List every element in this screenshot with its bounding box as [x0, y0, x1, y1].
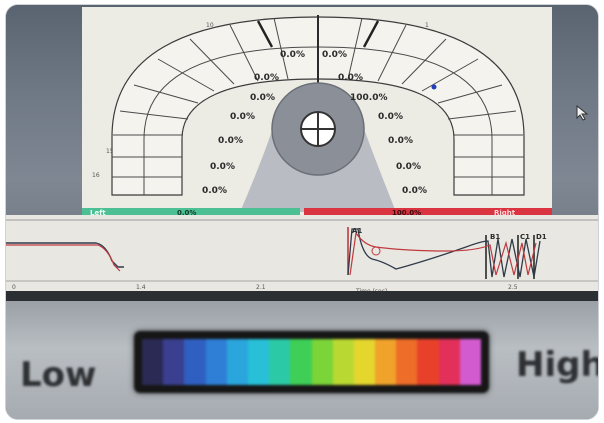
right-force-value: 100.0%: [350, 93, 388, 103]
left-force-value: 0.0%: [254, 73, 279, 83]
tooth-number-label: 15: [106, 148, 114, 155]
mouse-pointer-icon: [576, 104, 590, 125]
arch-diagram: 10 11 12 13 14 15 16 1 2 3 4 5 6 7: [82, 15, 552, 217]
tooth-number-label: 10: [206, 22, 214, 29]
color-swatch: [459, 339, 481, 385]
color-swatch: [375, 339, 397, 385]
monitor-screen: 10 11 12 13 14 15 16 1 2 3 4 5 6 7: [6, 5, 598, 295]
color-swatch: [417, 339, 439, 385]
balance-right-value: 100.0%: [392, 209, 421, 217]
legend-low-label: Low: [20, 355, 97, 395]
right-balance-bar: [304, 208, 552, 217]
right-force-value: 0.0%: [402, 186, 427, 196]
arch-grid: [112, 17, 524, 178]
color-swatch: [269, 339, 291, 385]
marker-label: B1: [490, 233, 500, 241]
color-swatch: [142, 339, 164, 385]
color-swatch: [438, 339, 460, 385]
legend-high-label: High: [516, 345, 598, 385]
left-force-value: 0.0%: [210, 162, 235, 172]
left-force-trace: [6, 242, 124, 268]
time-tick-label: 0: [12, 284, 16, 291]
right-force-value: 0.0%: [396, 162, 421, 172]
contact-point: [431, 84, 437, 90]
color-swatch: [184, 339, 206, 385]
color-swatch: [396, 339, 418, 385]
time-tick-label: 2.1: [256, 284, 266, 291]
color-swatch: [163, 339, 185, 385]
color-swatch: [332, 339, 354, 385]
marker-label: A1: [352, 227, 362, 235]
balance-left-label: Left: [90, 209, 106, 217]
left-balance-bar: [82, 208, 300, 217]
right-force-value: 0.0%: [388, 136, 413, 146]
color-swatch: [290, 339, 312, 385]
right-force-value: 0.0%: [338, 73, 363, 83]
time-tick-label: 2.5: [508, 284, 518, 291]
left-force-trace-red: [6, 244, 121, 272]
right-force-value: 0.0%: [322, 50, 347, 60]
left-force-value: 0.0%: [218, 136, 243, 146]
pressure-legend: Low High: [6, 301, 598, 419]
force-time-plot: A1 B1 C1 D1 0 1.4 2.1 2.5 Time (sec): [6, 219, 598, 295]
dental-arch: [111, 16, 525, 196]
color-swatch: [247, 339, 270, 385]
tooth-number-label: 16: [92, 172, 100, 179]
color-swatch: [311, 339, 333, 385]
left-force-value: 0.0%: [250, 93, 275, 103]
balance-right-label: Right: [494, 209, 516, 217]
left-force-value: 0.0%: [230, 112, 255, 122]
left-force-value: 0.0%: [202, 186, 227, 196]
tooth-number-label: 1: [425, 22, 429, 29]
pressure-color-scale: [134, 331, 489, 393]
occlusion-panel: 10 11 12 13 14 15 16 1 2 3 4 5 6 7: [82, 7, 552, 217]
photo-frame: 10 11 12 13 14 15 16 1 2 3 4 5 6 7: [6, 5, 598, 419]
marker-label: C1: [520, 233, 530, 241]
monitor-bezel: [6, 291, 598, 303]
marker-label: D1: [536, 233, 547, 241]
color-swatch: [205, 339, 227, 385]
left-force-value: 0.0%: [280, 50, 305, 60]
color-swatch: [353, 339, 376, 385]
time-tick-label: 1.4: [136, 284, 146, 291]
balance-left-value: 0.0%: [177, 209, 196, 217]
force-time-graph: A1 B1 C1 D1 0 1.4 2.1 2.5 Time (sec): [6, 215, 598, 295]
color-swatch: [226, 339, 248, 385]
right-force-value: 0.0%: [378, 112, 403, 122]
right-force-trace-red: [349, 231, 537, 276]
right-force-trace: [347, 228, 541, 278]
